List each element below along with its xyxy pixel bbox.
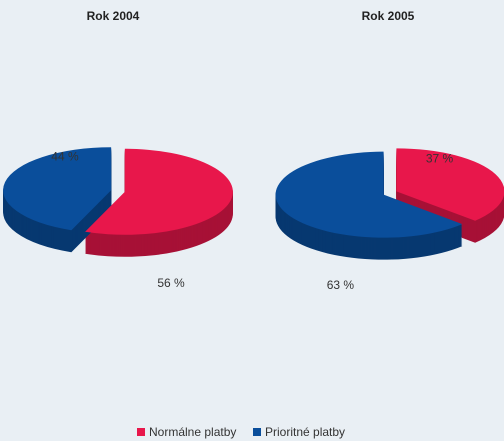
legend-swatch [137, 428, 145, 436]
chart-title: Rok 2004 [87, 9, 140, 23]
data-label: 37 % [426, 152, 454, 166]
legend-label: Normálne platby [149, 425, 236, 439]
legend-label: Prioritné platby [265, 425, 345, 439]
pie-slice [275, 151, 463, 238]
pie-slice [396, 148, 504, 221]
data-label: 63 % [327, 278, 355, 292]
data-label: 44 % [51, 150, 79, 164]
pie-slice [85, 148, 233, 235]
legend-swatch [253, 428, 261, 436]
data-label: 56 % [157, 276, 185, 290]
chart-title: Rok 2005 [362, 9, 415, 23]
pie-slice [3, 147, 112, 231]
